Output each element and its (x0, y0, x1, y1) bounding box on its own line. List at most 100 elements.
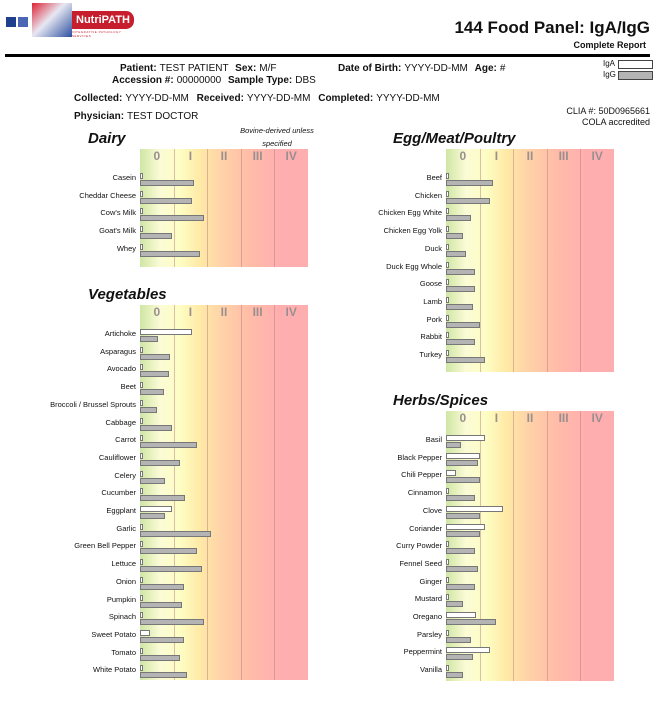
iga-bar (446, 173, 450, 179)
patient-value: TEST PATIENT (159, 63, 229, 74)
igg-bar (446, 654, 473, 661)
class-label: I (494, 411, 499, 425)
igg-bar (140, 250, 201, 257)
igg-bar (140, 654, 181, 661)
legend-igg: IgG (603, 70, 653, 80)
accession-label: Accession #: (112, 75, 174, 86)
igg-bar (446, 619, 497, 625)
iga-bar (140, 452, 144, 459)
cola-accreditation: COLA accredited (581, 117, 650, 127)
food-label: Fennel Seed (399, 558, 442, 568)
food-label: Black Pepper (397, 452, 442, 462)
class-label: I (188, 149, 193, 163)
iga-bar (446, 558, 450, 565)
igg-bar (446, 530, 480, 537)
food-label: Casein (112, 173, 136, 182)
legend-iga-label: IgA (603, 59, 616, 68)
iga-bar (140, 612, 144, 619)
igg-bar (446, 339, 475, 346)
iga-bar (140, 399, 144, 406)
class-label: II (526, 411, 534, 425)
food-label: Tomato (111, 647, 136, 657)
iga-bar (446, 296, 450, 303)
age-value: # (499, 63, 506, 74)
accession-value: 00000000 (176, 75, 222, 86)
iga-bar (140, 417, 144, 424)
food-label: Broccoli / Brussel Sprouts (50, 399, 136, 409)
iga-bar (446, 226, 450, 233)
class-label: 0 (153, 305, 161, 319)
iga-bar (446, 279, 450, 286)
class-header: 0 I II III IV (140, 149, 308, 164)
class-label: II (220, 149, 228, 163)
iga-bar (446, 576, 450, 583)
class-label: IV (285, 305, 297, 319)
food-label: Chicken Egg Yolk (383, 226, 442, 236)
igg-bar (446, 548, 475, 555)
class-separator (513, 411, 515, 681)
panel-dairy: 0 I II III IV Casein Cheddar Cheese Cow's Milk G… (79, 149, 308, 267)
food-label: Basil (425, 435, 442, 444)
food-label: Rabbit (420, 332, 442, 342)
class-label: III (252, 149, 263, 163)
iga-bar (446, 488, 450, 495)
class-label: II (220, 305, 228, 319)
igg-bar (140, 566, 203, 573)
class-bands (140, 149, 308, 267)
igg-bar (446, 512, 480, 519)
panel-herbs-spices: 0 I II III IV Basil Black Pepper Chili Pepper Ci… (396, 411, 614, 681)
class-header: 0 I II III IV (446, 149, 614, 164)
iga-bar (446, 261, 450, 268)
legend-iga-swatch (618, 60, 653, 69)
legend-igg-label: IgG (603, 70, 616, 79)
food-label: Lettuce (111, 559, 136, 569)
food-label: Cheddar Cheese (79, 190, 136, 200)
iga-bar (140, 364, 144, 371)
received-label: Received: (196, 93, 244, 104)
dna-emblem-icon (32, 3, 72, 37)
food-label: Goose (419, 279, 442, 289)
sex-value: M/F (259, 63, 277, 74)
iga-bar (140, 470, 144, 477)
igg-bar (140, 406, 157, 413)
iga-bar (140, 173, 144, 179)
iga-bar (140, 506, 172, 512)
igg-bar (140, 336, 159, 342)
food-label: Asparagus (100, 346, 136, 356)
igg-bar (140, 233, 172, 240)
food-label: Whey (116, 243, 136, 253)
igg-bar (446, 357, 485, 363)
completed-value: YYYY-DD-MM (376, 93, 440, 104)
iga-bar (446, 452, 480, 459)
class-separator (513, 149, 515, 372)
food-label: Celery (114, 470, 136, 480)
food-label: Chicken Egg White (378, 208, 442, 218)
igg-bar (140, 424, 172, 431)
class-separator (479, 149, 481, 372)
patient-line: Patient: TEST PATIENT Sex: M/F (120, 63, 277, 74)
physician-value: TEST DOCTOR (127, 111, 199, 122)
class-label: 0 (153, 149, 161, 163)
food-label: Duck Egg Whole (386, 261, 442, 271)
igg-bar (446, 477, 480, 484)
food-label: Green Bell Pepper (74, 541, 136, 551)
iga-bar (446, 629, 450, 636)
food-label: Duck (424, 243, 442, 253)
sample-type-value: DBS (295, 75, 316, 86)
iga-bar (446, 612, 477, 618)
food-label: Oregano (412, 612, 442, 621)
iga-bar (140, 488, 144, 495)
class-bands (446, 411, 614, 681)
physician-line: Physician: TEST DOCTOR (74, 111, 198, 122)
iga-bar (140, 559, 144, 566)
legend-igg-swatch (618, 71, 653, 80)
igg-bar (140, 180, 194, 186)
brand-name: NutriPATH (72, 11, 134, 29)
food-label: Cauliflower (98, 452, 136, 462)
iga-bar (446, 541, 450, 548)
iga-bar (446, 594, 450, 601)
collected-value: YYYY-DD-MM (125, 93, 189, 104)
iga-bar (446, 470, 457, 477)
iga-bar (140, 541, 144, 548)
food-label: Artichoke (104, 329, 136, 338)
